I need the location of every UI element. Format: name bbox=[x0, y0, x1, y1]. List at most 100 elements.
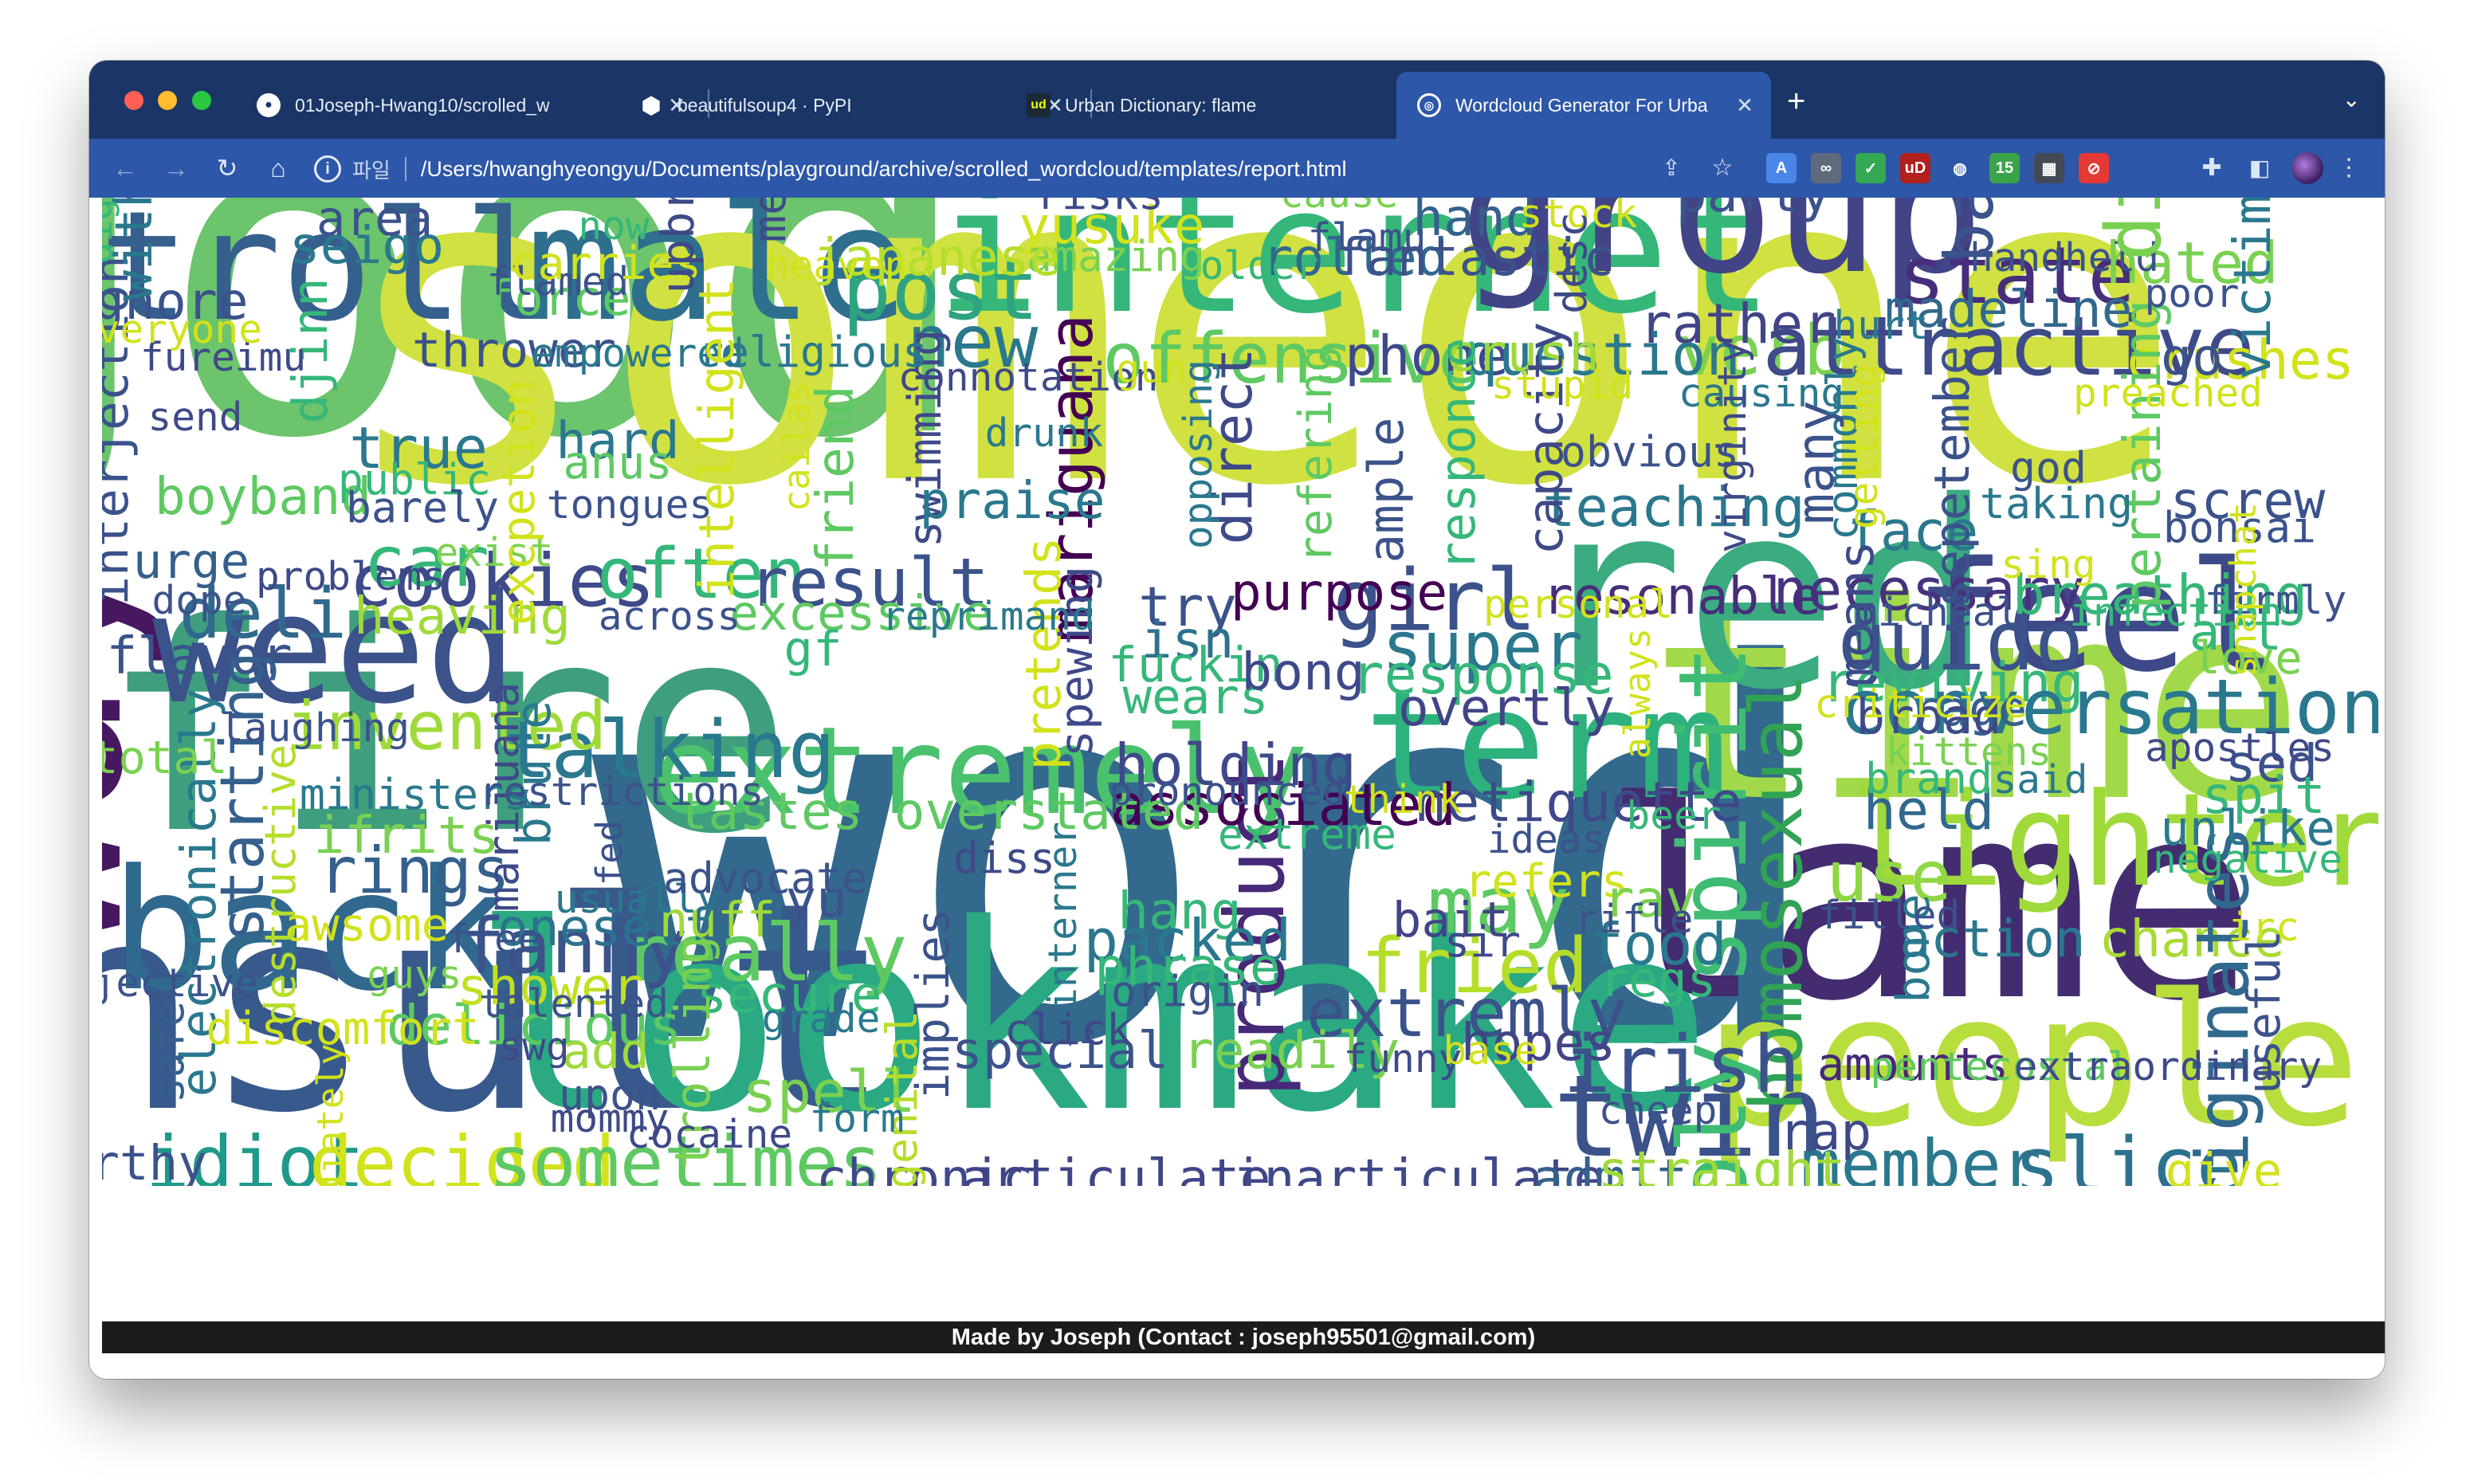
wordcloud-word: across bbox=[599, 593, 740, 639]
wordcloud-word: teaching bbox=[1542, 477, 1804, 540]
wordcloud-word: special bbox=[952, 1021, 1168, 1081]
wordcloud-word: tastes overstated bbox=[677, 782, 1204, 842]
wordcloud-word: spewing bbox=[1050, 566, 1103, 757]
info-icon[interactable]: i bbox=[314, 155, 341, 183]
back-button[interactable]: ← bbox=[107, 150, 143, 186]
wordcloud-word: regs bbox=[1600, 952, 1716, 1008]
wordcloud-word: djinn bbox=[283, 277, 339, 423]
close-tab-icon[interactable]: ✕ bbox=[668, 92, 685, 117]
tab-search-button[interactable]: ⌄ bbox=[2342, 86, 2361, 112]
close-window-button[interactable] bbox=[124, 91, 143, 110]
profile-button[interactable] bbox=[2289, 150, 2326, 186]
wordcloud-word: amounts bbox=[1817, 1038, 2009, 1091]
wordcloud-word: sir bbox=[1444, 917, 1521, 967]
wordcloud-word: guido bbox=[1838, 595, 2084, 689]
wordcloud-word: articulate bbox=[961, 1148, 1271, 1186]
globe-icon: ◎ bbox=[1417, 93, 1441, 117]
puzzle-dark-icon[interactable]: ▦ bbox=[2034, 153, 2064, 183]
wordcloud-word: try bbox=[1138, 576, 1237, 639]
wordcloud-word: extreme bbox=[1218, 810, 1396, 859]
wordcloud-word: safe bbox=[144, 1001, 194, 1103]
wordcloud-word: exist bbox=[435, 529, 554, 575]
wordcloud-word: true bbox=[349, 415, 488, 482]
address-bar[interactable]: i 파일 /Users/hwanghyeongyu/Documents/play… bbox=[314, 147, 1430, 191]
menu-button[interactable]: ⋮ bbox=[2331, 150, 2367, 186]
tab-pypi[interactable]: ⬢ beautifulsoup4 · PyPI ✕ bbox=[618, 72, 1081, 139]
wordcloud-word: destructive bbox=[256, 744, 305, 1025]
side-panel-button[interactable]: ◧ bbox=[2241, 150, 2278, 186]
forward-button[interactable]: → bbox=[158, 150, 194, 186]
wordcloud-word: older bbox=[1200, 242, 1319, 289]
wordcloud-word: food bbox=[1588, 912, 1727, 979]
tab-urban-dictionary[interactable]: ud Urban Dictionary: flame ✕ bbox=[1006, 72, 1460, 139]
battery-icon[interactable]: 15 bbox=[1989, 153, 2020, 183]
wordcloud-word: holy spirit bbox=[1659, 646, 1768, 1186]
checkmark-icon[interactable]: ✓ bbox=[1856, 153, 1886, 183]
wordcloud-word: immediately bbox=[309, 1043, 351, 1186]
block-icon[interactable]: ⊘ bbox=[2079, 153, 2109, 183]
zoom-window-button[interactable] bbox=[191, 91, 211, 110]
wordcloud-word: many bbox=[1786, 400, 1846, 524]
wordcloud-word: usually bbox=[555, 876, 721, 922]
wordcloud-word: connotation bbox=[897, 354, 1158, 400]
wordcloud-word: red bbox=[1529, 447, 1993, 747]
wordcloud-word: nuff bbox=[659, 893, 776, 948]
wordcloud-word: sed bbox=[2225, 734, 2319, 794]
wordcloud-word: rage bbox=[1910, 681, 2027, 737]
wordcloud-word: product bbox=[1208, 752, 1303, 1097]
mouse-icon[interactable]: ◍ bbox=[1945, 153, 1975, 183]
extensions-button[interactable]: ✚ bbox=[2193, 150, 2230, 186]
ublock-icon[interactable]: uD bbox=[1900, 153, 1930, 183]
share-button[interactable]: ⇪ bbox=[1653, 150, 1690, 186]
wordcloud-word: go bbox=[2161, 328, 2223, 387]
wordcloud-word: ample bbox=[1359, 417, 1415, 563]
wordcloud-word: worthy bbox=[102, 1136, 207, 1186]
wordcloud-word: obvious bbox=[1561, 427, 1739, 477]
wordcloud-word: yu bbox=[785, 870, 847, 929]
wordcloud-word: send bbox=[148, 394, 243, 440]
wordcloud-word: total bbox=[102, 732, 228, 784]
wordcloud-word: phone bbox=[1345, 325, 1509, 388]
wordcloud-word: click bbox=[1004, 1005, 1132, 1054]
wordcloud-word: micheal bbox=[1854, 589, 2020, 635]
tab-wordcloud-generator[interactable]: ◎ Wordcloud Generator For Urba ✕ bbox=[1396, 72, 1771, 139]
wordcloud-word: mommy bbox=[551, 1095, 670, 1141]
wordcloud-word: hard bbox=[556, 411, 680, 471]
wordcloud-word: madeline bbox=[1884, 280, 2132, 340]
tab-separator bbox=[1090, 89, 1092, 118]
wordcloud-word: flavor bbox=[106, 626, 292, 686]
wordcloud-word: super bbox=[1382, 607, 1583, 685]
wordcloud-word: offensive bbox=[1102, 318, 1480, 399]
wordcloud-word: swimming bbox=[899, 329, 952, 548]
footer: Made by Joseph (Contact : joseph95501@gm… bbox=[102, 1321, 2385, 1353]
minimize-window-button[interactable] bbox=[158, 91, 178, 110]
wordcloud-word: sepetember bbox=[1925, 316, 1981, 608]
wordcloud-word: me bbox=[744, 198, 796, 242]
arrow-right-icon: → bbox=[163, 154, 189, 183]
side-panel-icon: ◧ bbox=[2248, 155, 2271, 180]
wordcloud-word: troll bbox=[102, 198, 555, 355]
wordcloud-word: fire bbox=[102, 563, 793, 897]
reload-button[interactable]: ↻ bbox=[209, 150, 245, 186]
bookmark-button[interactable]: ☆ bbox=[1704, 150, 1741, 186]
wordcloud-word: hated bbox=[2105, 230, 2278, 297]
link-icon[interactable]: ∞ bbox=[1811, 153, 1841, 183]
translate-icon[interactable]: A bbox=[1766, 153, 1797, 183]
wordcloud-word: causing bbox=[1679, 370, 1844, 416]
wordcloud-word: hurt bbox=[1834, 302, 1929, 348]
home-button[interactable]: ⌂ bbox=[260, 150, 296, 186]
wordcloud-word: refering bbox=[1290, 345, 1342, 564]
wordcloud-word: reprimand bbox=[882, 593, 1095, 639]
wordcloud-word: discomfort bbox=[206, 1003, 479, 1055]
wordcloud-word: rav bbox=[1604, 870, 1697, 929]
close-tab-icon[interactable]: ✕ bbox=[1736, 92, 1753, 117]
url-text[interactable]: /Users/hwanghyeongyu/Documents/playgroun… bbox=[420, 156, 1347, 181]
wordcloud-word: adjective bbox=[102, 960, 258, 1006]
wordcloud-word: fried bbox=[1361, 923, 1588, 1011]
new-tab-button[interactable]: + bbox=[1787, 81, 1805, 121]
wordcloud-word: ignore bbox=[102, 272, 249, 332]
wordcloud-word: yusuke bbox=[1019, 198, 1204, 256]
wordcloud-word: breathing bbox=[2013, 564, 2308, 627]
wordcloud-word: excpetion bbox=[493, 379, 545, 626]
tab-github[interactable]: ● 01Joseph-Hwang10/scrolled_w ✕ bbox=[236, 72, 703, 139]
